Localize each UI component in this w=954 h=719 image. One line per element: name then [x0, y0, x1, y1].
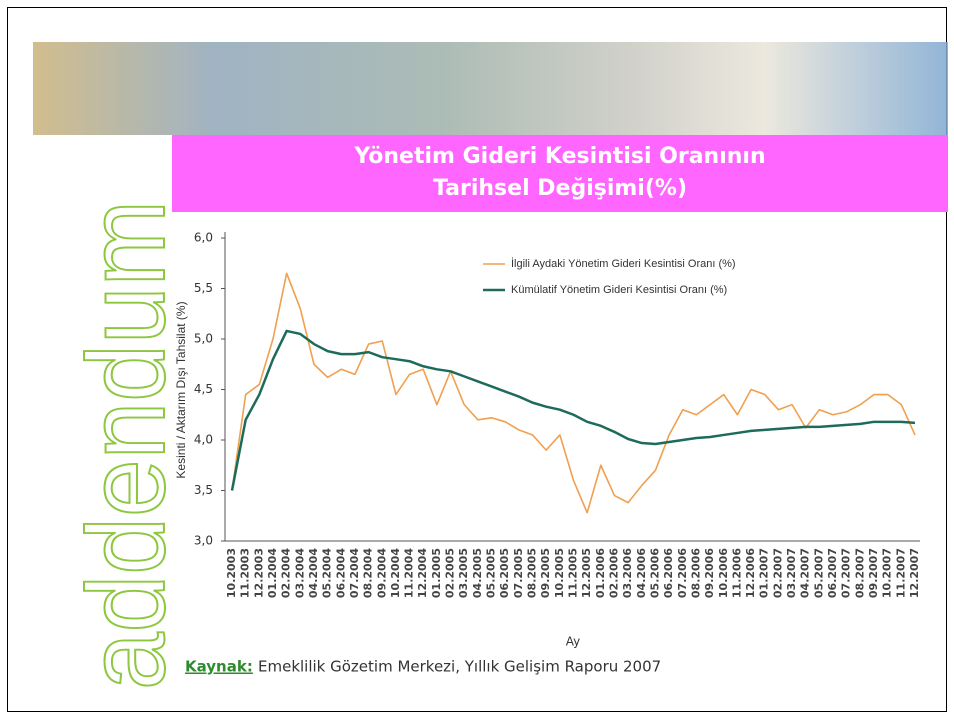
- y-tick-label: 3,0: [194, 534, 213, 548]
- x-tick-label: 06.2005: [498, 548, 511, 598]
- x-tick-label: 08.2005: [526, 548, 539, 598]
- x-tick-label: 07.2006: [676, 548, 689, 598]
- y-tick-label: 4,5: [194, 382, 213, 396]
- x-tick-label: 06.2006: [662, 548, 675, 598]
- x-tick-label: 01.2004: [266, 548, 279, 598]
- logo: addendum: [65, 200, 188, 690]
- x-tick-label: 09.2004: [375, 548, 388, 598]
- series-line: [231, 272, 916, 514]
- source-label: Kaynak:: [185, 658, 253, 676]
- x-tick-label: 04.2007: [799, 548, 812, 598]
- x-tick-label: 03.2006: [621, 548, 634, 598]
- x-tick-label: 02.2005: [444, 548, 457, 598]
- y-tick-label: 5,5: [194, 281, 213, 295]
- x-tick-label: 04.2005: [471, 548, 484, 598]
- chart-title: Yönetim Gideri Kesintisi Oranının: [353, 144, 765, 169]
- x-tick-label: 11.2003: [239, 548, 252, 598]
- x-tick-label: 10.2005: [553, 548, 566, 598]
- legend-label: Kümülatif Yönetim Gideri Kesintisi Oranı…: [511, 284, 727, 296]
- x-tick-label: 12.2007: [908, 548, 921, 598]
- x-tick-label: 04.2004: [307, 548, 320, 598]
- x-tick-label: 03.2005: [457, 548, 470, 598]
- y-tick-label: 3,5: [194, 483, 213, 497]
- x-tick-label: 03.2004: [293, 548, 306, 598]
- x-tick-label: 10.2007: [881, 548, 894, 598]
- x-tick-label: 09.2006: [703, 548, 716, 598]
- x-tick-label: 05.2005: [485, 548, 498, 598]
- legend-label: İlgili Aydaki Yönetim Gideri Kesintisi O…: [511, 257, 736, 270]
- x-tick-label: 12.2006: [744, 548, 757, 598]
- x-tick-label: 10.2004: [389, 548, 402, 598]
- x-tick-label: 01.2007: [758, 548, 771, 598]
- series-line: [230, 329, 916, 491]
- title-box: [172, 135, 948, 212]
- x-tick-label: 09.2005: [539, 548, 552, 598]
- y-tick-label: 4,0: [194, 433, 213, 447]
- x-tick-label: 07.2007: [840, 548, 853, 598]
- chart-title: Tarihsel Değişimi(%): [433, 176, 687, 201]
- x-tick-label: 12.2005: [580, 548, 593, 598]
- header-images: [33, 42, 948, 135]
- y-axis-label: Kesinti / Aktarım Dışı Tahsilat (%): [174, 301, 188, 478]
- x-tick-label: 09.2007: [867, 548, 880, 598]
- x-tick-label: 02.2004: [280, 548, 293, 598]
- x-axis-label: Ay: [566, 635, 581, 649]
- x-tick-label: 11.2005: [567, 548, 580, 598]
- x-tick-label: 12.2004: [416, 548, 429, 598]
- x-tick-label: 01.2006: [594, 548, 607, 598]
- x-tick-label: 08.2004: [362, 548, 375, 598]
- x-tick-label: 11.2007: [894, 548, 907, 598]
- x-tick-label: 10.2003: [225, 548, 238, 598]
- x-tick-label: 11.2006: [730, 548, 743, 598]
- x-tick-label: 01.2005: [430, 548, 443, 598]
- x-tick-label: 07.2004: [348, 548, 361, 598]
- x-tick-label: 07.2005: [512, 548, 525, 598]
- x-tick-label: 06.2007: [826, 548, 839, 598]
- x-tick-label: 08.2006: [689, 548, 702, 598]
- source-text: Emeklilik Gözetim Merkezi, Yıllık Gelişi…: [258, 658, 661, 676]
- x-tick-label: 03.2007: [785, 548, 798, 598]
- x-tick-label: 11.2004: [403, 548, 416, 598]
- y-tick-label: 6,0: [194, 231, 213, 245]
- x-tick-label: 02.2006: [607, 548, 620, 598]
- x-tick-label: 10.2006: [717, 548, 730, 598]
- x-tick-label: 05.2007: [812, 548, 825, 598]
- y-tick-label: 5,0: [194, 332, 213, 346]
- x-tick-label: 05.2006: [648, 548, 661, 598]
- x-tick-label: 05.2004: [321, 548, 334, 598]
- x-tick-label: 06.2004: [334, 548, 347, 598]
- x-tick-label: 02.2007: [771, 548, 784, 598]
- x-tick-label: 04.2006: [635, 548, 648, 598]
- x-tick-label: 08.2007: [853, 548, 866, 598]
- x-tick-label: 12.2003: [252, 548, 265, 598]
